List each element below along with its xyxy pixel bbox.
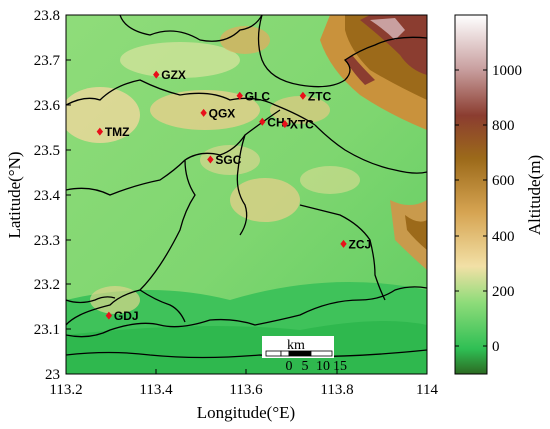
y-axis-title: Latitude(°N) — [5, 151, 24, 238]
admin-boundaries — [66, 15, 427, 359]
scale-bar-unit: km — [287, 338, 305, 353]
y-tick-label: 23.6 — [34, 98, 61, 114]
station-marker-glc — [236, 91, 243, 100]
station-marker-tmz — [96, 127, 104, 136]
scale-bar-tick: 15 — [333, 359, 347, 374]
station-marker-qgx — [200, 108, 207, 117]
colorbar-tick: 600 — [492, 173, 515, 189]
scale-bar-tick: 5 — [302, 359, 309, 374]
y-tick-label: 23.2 — [34, 277, 60, 293]
y-tick-label: 23.1 — [34, 322, 60, 338]
x-tick-label: 113.8 — [320, 382, 353, 398]
station-label-zcj: ZCJ — [349, 237, 372, 251]
y-tick-label: 23.5 — [34, 143, 60, 159]
station-label-chj: CHJ — [267, 115, 291, 129]
x-axis-title: Longitude(°E) — [197, 403, 295, 422]
station-marker-sgc — [207, 155, 214, 164]
colorbar-tick: 200 — [492, 284, 515, 300]
station-label-qgx: QGX — [209, 106, 236, 120]
station-marker-ztc — [299, 91, 307, 100]
terrain-map — [66, 15, 427, 374]
y-tick-label: 23.8 — [34, 8, 60, 24]
x-tick-label: 113.4 — [139, 382, 173, 398]
colorbar-tick: 1000 — [492, 63, 522, 79]
station-marker-xtc — [281, 120, 289, 129]
y-tick-label: 23.7 — [34, 53, 61, 69]
station-label-tmz: TMZ — [105, 125, 130, 139]
station-marker-gzx — [153, 70, 160, 79]
station-label-glc: GLC — [245, 89, 271, 103]
x-axis: 113.2 113.4 113.6 113.8 114 Longitude(°E… — [49, 369, 438, 422]
y-tick-label: 23.3 — [34, 233, 60, 249]
scale-bar-tick: 10 — [316, 359, 330, 374]
x-tick-label: 113.2 — [49, 382, 82, 398]
y-axis: 23 23.1 23.2 23.3 23.4 23.5 23.6 23.7 23… — [5, 8, 71, 383]
station-label-gdj: GDJ — [114, 309, 139, 323]
station-label-sgc: SGC — [215, 153, 241, 167]
x-tick-label: 114 — [416, 382, 438, 398]
station-label-gzx: GZX — [161, 68, 186, 82]
station-label-ztc: ZTC — [308, 89, 332, 103]
colorbar-ramp — [454, 14, 488, 375]
y-tick-label: 23.4 — [34, 188, 61, 204]
scale-bar-tick: 0 — [286, 359, 293, 374]
y-tick-label: 23 — [45, 367, 60, 383]
colorbar: 0 200 400 600 800 1000 Altitude(m) — [454, 14, 544, 375]
station-marker-chj — [259, 117, 266, 126]
colorbar-tick: 800 — [492, 118, 515, 134]
station-marker-gdj — [105, 311, 113, 320]
station-label-xtc: XTC — [290, 118, 314, 132]
colorbar-title: Altitude(m) — [525, 155, 544, 235]
x-tick-label: 113.6 — [229, 382, 263, 398]
colorbar-tick: 0 — [492, 339, 500, 355]
scale-bar: km 0 5 10 15 — [262, 336, 347, 374]
station-marker-zcj — [340, 239, 347, 248]
colorbar-tick: 400 — [492, 229, 515, 245]
